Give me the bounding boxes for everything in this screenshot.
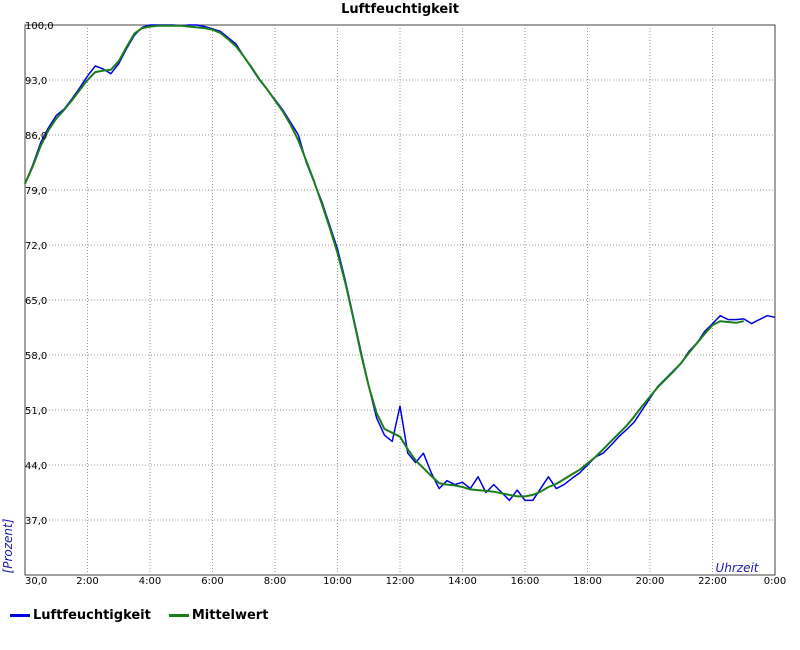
- x-tick-label: 2:00: [76, 576, 98, 587]
- y-tick-label: 86,0: [25, 131, 47, 142]
- legend-item-luftfeuchtigkeit: Luftfeuchtigkeit: [10, 608, 151, 623]
- y-tick-label: 37,0: [25, 516, 47, 527]
- x-tick-label: 10:00: [323, 576, 352, 587]
- chart-title: Luftfeuchtigkeit: [341, 2, 459, 17]
- y-tick-label: 79,0: [25, 186, 47, 197]
- legend: Luftfeuchtigkeit Mittelwert: [10, 608, 286, 623]
- y-tick-label: 30,0: [25, 576, 47, 587]
- legend-swatch-luftfeuchtigkeit: [10, 614, 30, 617]
- y-tick-label: 72,0: [25, 241, 47, 252]
- y-tick-label: 58,0: [25, 351, 47, 362]
- legend-swatch-mittelwert: [168, 614, 189, 617]
- x-axis-label: Uhrzeit: [715, 561, 759, 575]
- x-tick-label: 16:00: [511, 576, 540, 587]
- y-tick-label: 51,0: [25, 406, 47, 417]
- legend-label-luftfeuchtigkeit: Luftfeuchtigkeit: [33, 608, 151, 623]
- y-tick-label: 93,0: [25, 76, 47, 87]
- y-tick-label: 65,0: [25, 296, 47, 307]
- x-tick-label: 0:00: [764, 576, 786, 587]
- x-tick-label: 20:00: [636, 576, 665, 587]
- x-tick-label: 4:00: [139, 576, 161, 587]
- series-layer: [24, 24, 776, 502]
- legend-item-mittelwert: Mittelwert: [168, 608, 269, 623]
- series-line-luftfeuchtigkeit: [24, 24, 776, 502]
- x-tick-label: 18:00: [573, 576, 602, 587]
- x-tick-label: 6:00: [201, 576, 223, 587]
- y-tick-label: 44,0: [25, 461, 47, 472]
- x-tick-label: 14:00: [448, 576, 477, 587]
- series-line-mittelwert: [24, 24, 744, 498]
- x-tick-label: 12:00: [386, 576, 415, 587]
- x-tick-label: 8:00: [264, 576, 286, 587]
- tick-labels: 2:00 4:00 6:00 8:00 10:00 12:00 14:00 16:00 18:0…: [25, 21, 786, 587]
- legend-label-mittelwert: Mittelwert: [191, 608, 269, 623]
- y-axis-label: [Prozent]: [1, 518, 15, 573]
- grid: [24, 24, 776, 576]
- y-tick-label: 100,0: [25, 21, 54, 32]
- x-tick-label: 22:00: [698, 576, 727, 587]
